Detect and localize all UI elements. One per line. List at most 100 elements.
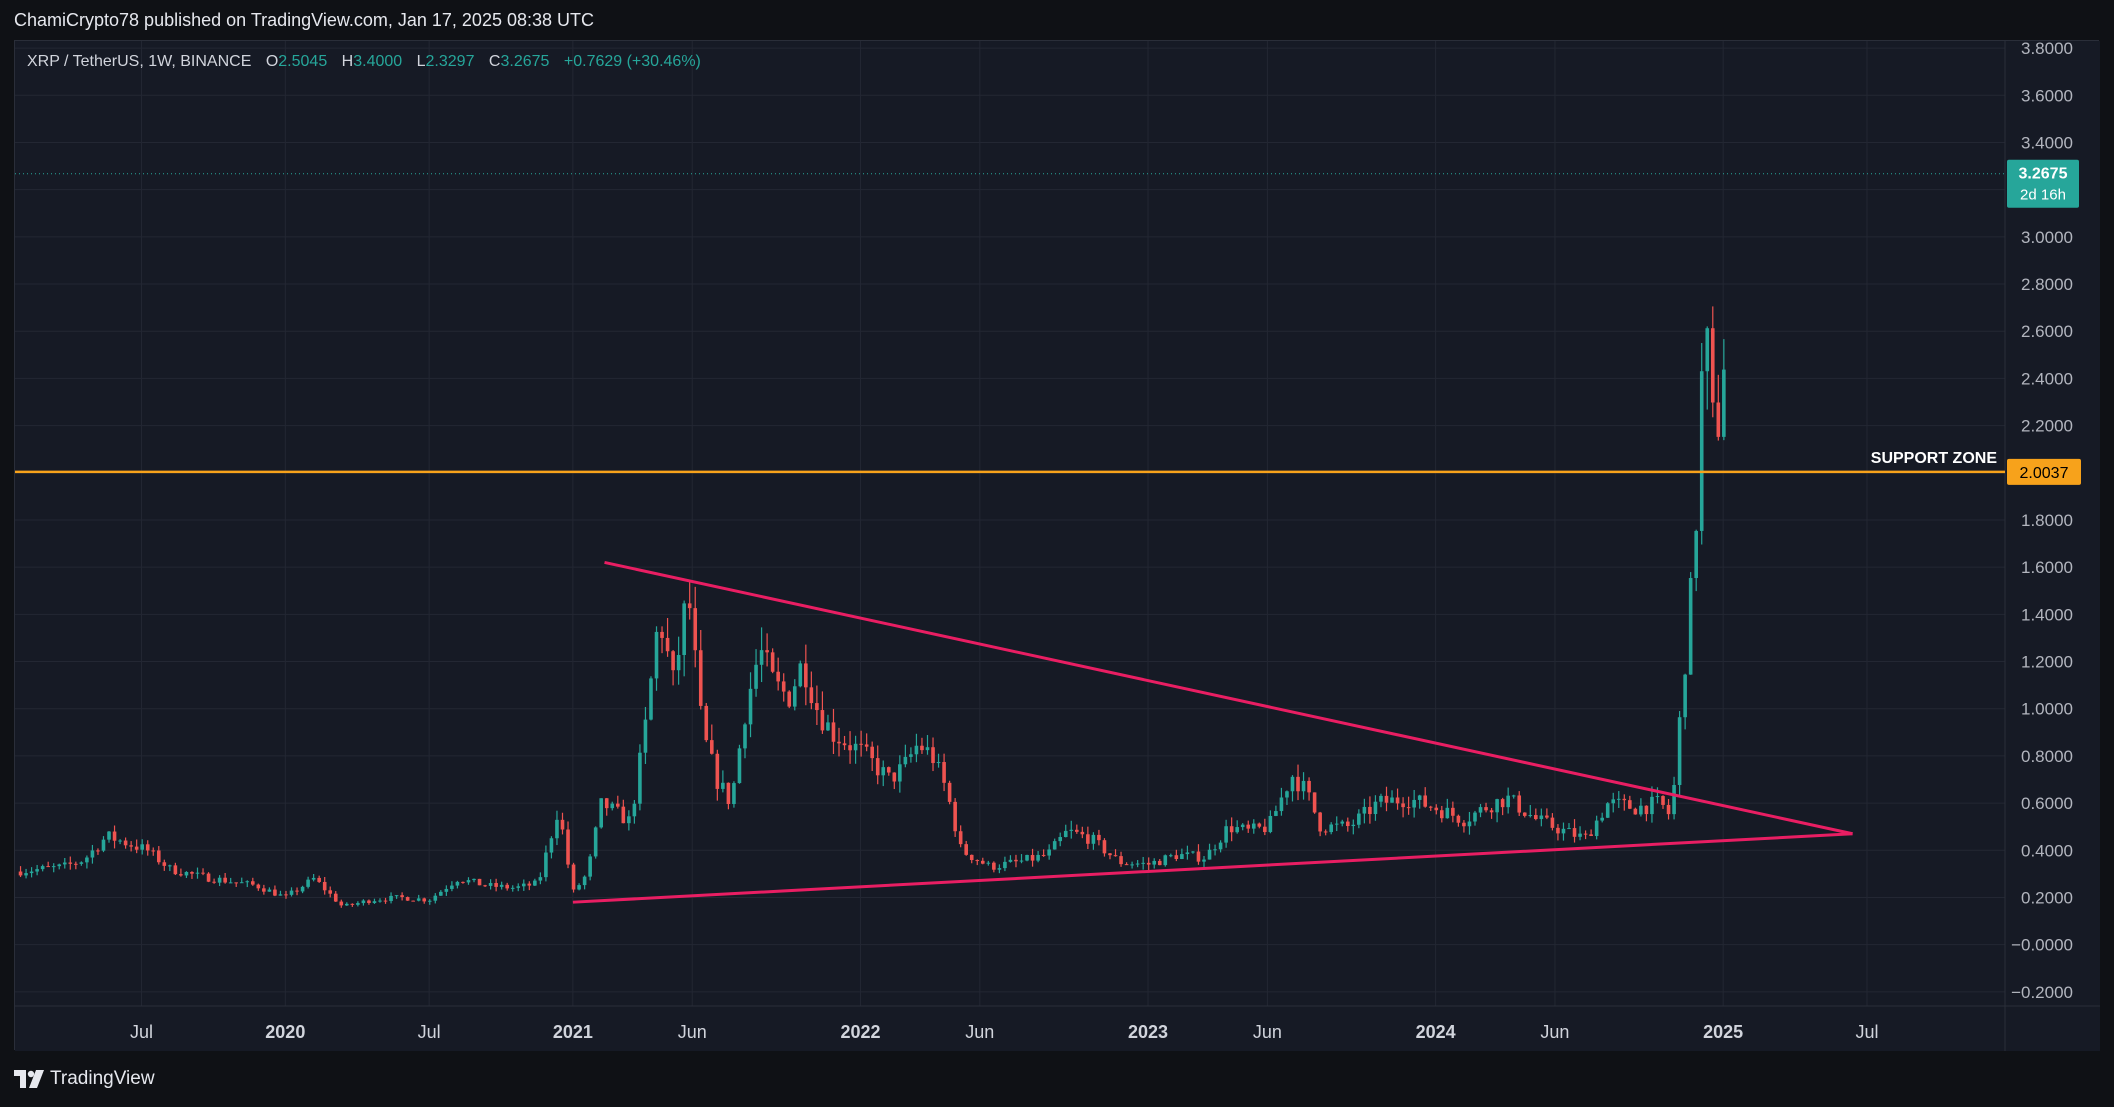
candle xyxy=(588,854,592,881)
candle xyxy=(732,781,736,808)
candle-body xyxy=(654,631,659,679)
candle-body xyxy=(1086,834,1090,844)
candle xyxy=(1384,786,1389,812)
candle-body xyxy=(986,862,991,864)
candle xyxy=(439,890,443,896)
candle xyxy=(118,839,122,845)
candle xyxy=(898,755,902,793)
x-tick-label: Jun xyxy=(1540,1022,1569,1042)
candle xyxy=(168,864,172,872)
candle-body xyxy=(682,603,686,656)
candle xyxy=(754,649,758,697)
candle-body xyxy=(1639,805,1643,815)
candle xyxy=(1069,820,1074,839)
candle xyxy=(765,633,769,667)
candle-body xyxy=(1301,780,1306,792)
symbol-label[interactable]: XRP / TetherUS, 1W, BINANCE xyxy=(27,53,252,70)
candle xyxy=(1583,830,1588,840)
candle-body xyxy=(1384,795,1389,803)
candle-body xyxy=(251,881,255,885)
candle-body xyxy=(145,844,150,851)
candle-body xyxy=(46,866,50,868)
candle-body xyxy=(1019,860,1024,862)
candle-body xyxy=(389,895,393,902)
candle-body xyxy=(936,762,941,764)
candle-body xyxy=(1362,806,1367,814)
candle-body xyxy=(1650,796,1654,815)
candle-body xyxy=(217,877,222,883)
y-tick-label: 3.0000 xyxy=(2021,228,2073,247)
candle-body xyxy=(721,782,725,789)
candle xyxy=(1025,854,1029,862)
candle xyxy=(356,901,360,907)
candle-body xyxy=(96,850,100,852)
candle xyxy=(267,887,272,892)
candle-body xyxy=(875,758,880,776)
candle xyxy=(643,706,648,764)
candle-body xyxy=(1622,798,1627,801)
candle xyxy=(1550,813,1555,831)
candle-body xyxy=(1108,853,1112,856)
candle xyxy=(1312,792,1317,814)
candle xyxy=(1666,799,1671,820)
candle-body xyxy=(367,900,371,903)
candle xyxy=(345,902,349,906)
candle xyxy=(1417,794,1422,809)
candle xyxy=(494,878,498,892)
candle xyxy=(422,897,427,904)
candle-body xyxy=(1534,815,1538,820)
candle xyxy=(35,864,39,876)
candlestick-chart[interactable]: 3.80003.60003.40003.20003.00002.80002.60… xyxy=(15,41,2100,1051)
x-tick-label: Jun xyxy=(678,1022,707,1042)
candle-body xyxy=(1246,824,1251,829)
chart-panel[interactable]: 3.80003.60003.40003.20003.00002.80002.60… xyxy=(14,40,2100,1051)
candle-body xyxy=(1600,817,1604,821)
candle-body xyxy=(300,886,305,892)
candle xyxy=(1097,829,1101,846)
candle xyxy=(256,883,261,891)
candle xyxy=(1528,804,1533,818)
candle-body xyxy=(439,891,443,896)
candle xyxy=(212,878,216,884)
candle xyxy=(306,876,310,889)
candle xyxy=(1434,804,1439,815)
candle xyxy=(1019,854,1024,864)
candle-body xyxy=(107,831,111,840)
y-tick-label: 2.2000 xyxy=(2021,417,2073,436)
candle xyxy=(1511,794,1516,799)
candle xyxy=(1677,711,1682,796)
candle xyxy=(1274,805,1278,817)
candle-body xyxy=(1478,807,1483,813)
candle xyxy=(1185,845,1190,860)
candle-body xyxy=(726,782,731,805)
candle xyxy=(372,898,377,904)
candle-body xyxy=(953,801,957,832)
candle xyxy=(466,877,471,885)
tradingview-brand[interactable]: TradingView xyxy=(14,1068,155,1090)
candle xyxy=(416,894,421,902)
candle-body xyxy=(234,882,239,884)
candle xyxy=(638,744,642,811)
candle-body xyxy=(1699,371,1704,531)
candle xyxy=(145,840,150,856)
candle xyxy=(1279,787,1284,816)
candle xyxy=(986,860,991,866)
candle xyxy=(289,887,294,897)
candle-body xyxy=(289,890,294,895)
candle-body xyxy=(322,881,327,891)
candle-body xyxy=(140,844,144,850)
candle xyxy=(1340,819,1345,827)
candle-body xyxy=(1672,784,1676,815)
candle xyxy=(1113,849,1118,857)
candle xyxy=(1672,776,1676,820)
candle-body xyxy=(1224,826,1228,843)
candle xyxy=(1567,823,1571,830)
candle-body xyxy=(1705,328,1710,372)
candle xyxy=(339,899,344,908)
candle xyxy=(864,733,869,752)
candle-body xyxy=(179,874,183,876)
candle xyxy=(521,879,526,891)
candle xyxy=(1329,822,1333,835)
candle-body xyxy=(1694,530,1698,579)
candle-body xyxy=(1561,828,1566,834)
